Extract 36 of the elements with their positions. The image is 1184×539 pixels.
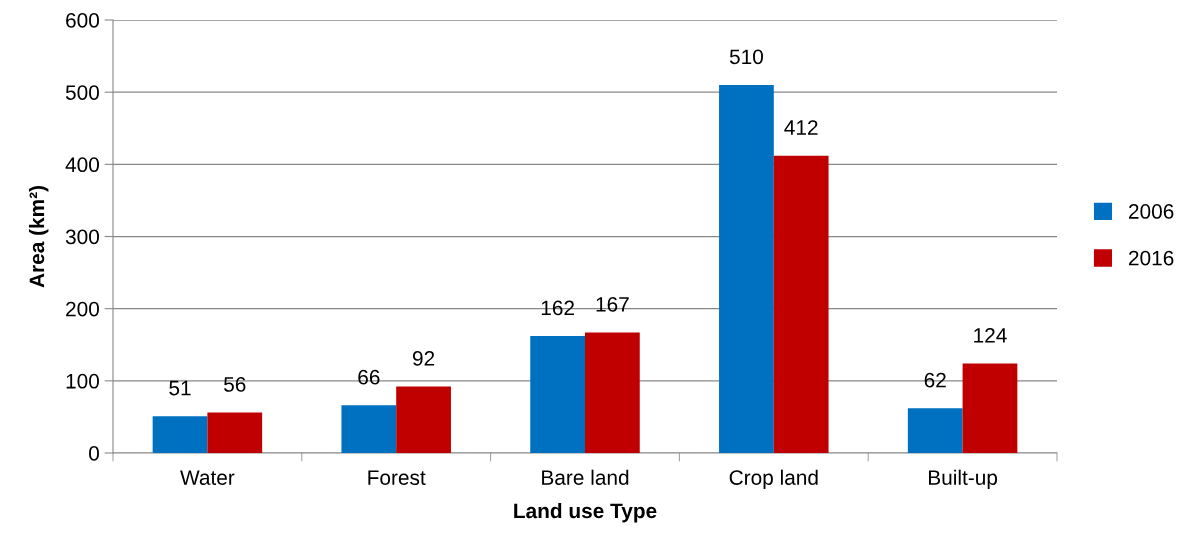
bar bbox=[152, 416, 208, 453]
y-tick-label: 600 bbox=[66, 13, 99, 28]
y-tick-label: 100 bbox=[66, 373, 99, 389]
data-label: 167 bbox=[596, 296, 629, 312]
bar bbox=[962, 363, 1018, 453]
x-tick-label: Water bbox=[180, 470, 235, 485]
bar bbox=[907, 408, 963, 453]
bar bbox=[207, 412, 263, 453]
y-tick-label: 500 bbox=[65, 85, 99, 100]
y-tick-label: 300 bbox=[65, 229, 99, 245]
y-tick-label: 400 bbox=[65, 157, 99, 173]
legend-label: 2016 bbox=[1129, 250, 1174, 266]
bar bbox=[773, 155, 829, 453]
y-tick-label: 0 bbox=[89, 446, 99, 461]
data-label: 56 bbox=[224, 377, 246, 392]
x-tick-label: Forest bbox=[368, 470, 426, 485]
x-tick-label: Crop land bbox=[729, 469, 818, 490]
bar bbox=[719, 84, 774, 453]
bar bbox=[396, 386, 451, 453]
data-label: 412 bbox=[784, 120, 818, 135]
x-tick-label: Bare land bbox=[542, 469, 629, 485]
data-label: 124 bbox=[974, 327, 1007, 343]
data-label: 51 bbox=[169, 380, 191, 396]
data-label: 510 bbox=[729, 49, 763, 65]
bar bbox=[341, 405, 397, 453]
y-tick-label: 200 bbox=[66, 301, 99, 317]
data-label: 66 bbox=[358, 369, 380, 385]
legend-label: 2006 bbox=[1129, 204, 1174, 219]
data-label: 62 bbox=[924, 372, 946, 388]
bar bbox=[585, 332, 640, 453]
x-tick-label: Built-up bbox=[928, 469, 998, 490]
x-axis-title: Land use Type bbox=[514, 502, 657, 523]
data-label: 162 bbox=[541, 300, 574, 316]
data-label: 92 bbox=[412, 351, 435, 366]
y-axis-title: Area (km²) bbox=[28, 186, 49, 288]
bar bbox=[530, 336, 585, 453]
